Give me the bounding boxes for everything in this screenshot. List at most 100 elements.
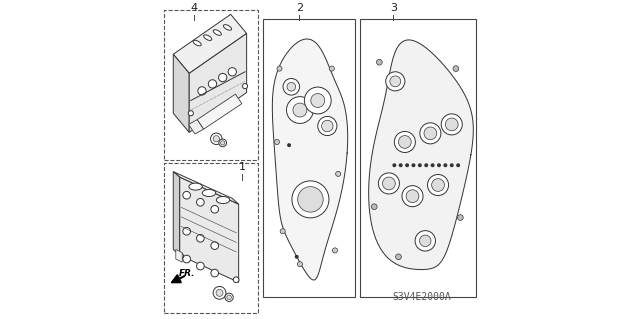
Circle shape bbox=[393, 164, 396, 167]
Text: 2: 2 bbox=[296, 3, 303, 13]
Circle shape bbox=[228, 68, 236, 76]
Circle shape bbox=[438, 164, 440, 167]
Circle shape bbox=[178, 253, 184, 259]
Polygon shape bbox=[273, 39, 348, 280]
Circle shape bbox=[445, 118, 458, 131]
Circle shape bbox=[213, 136, 220, 142]
Circle shape bbox=[383, 177, 396, 190]
Circle shape bbox=[211, 242, 218, 249]
Circle shape bbox=[394, 131, 415, 152]
Circle shape bbox=[287, 82, 296, 91]
Circle shape bbox=[209, 80, 217, 88]
Circle shape bbox=[378, 173, 399, 194]
Circle shape bbox=[431, 164, 434, 167]
Circle shape bbox=[458, 215, 463, 220]
Circle shape bbox=[390, 76, 401, 87]
Circle shape bbox=[218, 73, 227, 82]
Circle shape bbox=[321, 120, 333, 132]
Ellipse shape bbox=[213, 30, 221, 35]
Circle shape bbox=[287, 97, 314, 123]
Circle shape bbox=[292, 181, 329, 218]
Circle shape bbox=[412, 164, 415, 167]
Circle shape bbox=[183, 227, 191, 235]
Polygon shape bbox=[173, 172, 180, 255]
Circle shape bbox=[298, 262, 303, 267]
Ellipse shape bbox=[204, 35, 212, 41]
Circle shape bbox=[188, 111, 193, 116]
Polygon shape bbox=[173, 172, 239, 204]
Circle shape bbox=[298, 187, 323, 212]
Circle shape bbox=[183, 191, 191, 199]
Circle shape bbox=[183, 255, 191, 263]
Polygon shape bbox=[369, 40, 474, 270]
Circle shape bbox=[198, 87, 206, 95]
Ellipse shape bbox=[193, 40, 201, 46]
Circle shape bbox=[305, 87, 331, 114]
Circle shape bbox=[425, 164, 428, 167]
Circle shape bbox=[371, 204, 377, 210]
Polygon shape bbox=[176, 249, 182, 262]
Circle shape bbox=[196, 234, 204, 242]
Ellipse shape bbox=[202, 189, 216, 197]
Polygon shape bbox=[180, 177, 239, 282]
Circle shape bbox=[293, 103, 307, 117]
Circle shape bbox=[441, 114, 462, 135]
Circle shape bbox=[431, 179, 444, 191]
Polygon shape bbox=[173, 54, 189, 132]
Circle shape bbox=[386, 72, 405, 91]
Circle shape bbox=[329, 66, 334, 71]
Polygon shape bbox=[189, 120, 204, 134]
Circle shape bbox=[415, 231, 435, 251]
Circle shape bbox=[277, 66, 282, 71]
Circle shape bbox=[453, 66, 459, 71]
Text: S3V4E2000A: S3V4E2000A bbox=[393, 292, 451, 302]
Circle shape bbox=[420, 123, 441, 144]
Circle shape bbox=[406, 190, 419, 203]
Circle shape bbox=[275, 139, 280, 145]
Circle shape bbox=[196, 262, 204, 270]
Text: 3: 3 bbox=[390, 3, 397, 13]
Circle shape bbox=[211, 133, 222, 145]
Circle shape bbox=[335, 171, 340, 176]
Circle shape bbox=[332, 248, 337, 253]
Circle shape bbox=[211, 205, 218, 213]
Circle shape bbox=[227, 295, 232, 300]
Bar bbox=[262, 19, 355, 297]
Circle shape bbox=[424, 127, 436, 140]
Text: 1: 1 bbox=[238, 162, 245, 173]
Circle shape bbox=[233, 277, 239, 283]
Circle shape bbox=[318, 116, 337, 136]
Circle shape bbox=[376, 59, 382, 65]
Circle shape bbox=[221, 141, 225, 145]
Circle shape bbox=[225, 293, 233, 301]
Circle shape bbox=[283, 78, 300, 95]
Ellipse shape bbox=[223, 25, 232, 30]
Circle shape bbox=[288, 144, 291, 146]
Polygon shape bbox=[197, 94, 242, 129]
Circle shape bbox=[396, 254, 401, 260]
Bar bbox=[164, 10, 258, 159]
Circle shape bbox=[444, 164, 447, 167]
Text: FR.: FR. bbox=[179, 270, 195, 278]
Bar bbox=[164, 163, 258, 313]
Circle shape bbox=[311, 93, 324, 108]
Circle shape bbox=[428, 174, 449, 196]
Circle shape bbox=[213, 286, 226, 299]
Circle shape bbox=[216, 289, 223, 296]
Circle shape bbox=[296, 256, 298, 258]
Circle shape bbox=[420, 235, 431, 247]
Circle shape bbox=[399, 136, 412, 148]
Polygon shape bbox=[173, 14, 246, 73]
Circle shape bbox=[219, 139, 227, 147]
Circle shape bbox=[243, 84, 248, 89]
Ellipse shape bbox=[189, 183, 202, 190]
Circle shape bbox=[402, 186, 423, 207]
Polygon shape bbox=[189, 33, 246, 132]
Circle shape bbox=[419, 164, 421, 167]
Circle shape bbox=[406, 164, 408, 167]
Text: 4: 4 bbox=[191, 3, 198, 13]
Ellipse shape bbox=[216, 197, 230, 204]
Circle shape bbox=[451, 164, 453, 167]
Bar bbox=[360, 19, 476, 297]
Circle shape bbox=[457, 164, 460, 167]
